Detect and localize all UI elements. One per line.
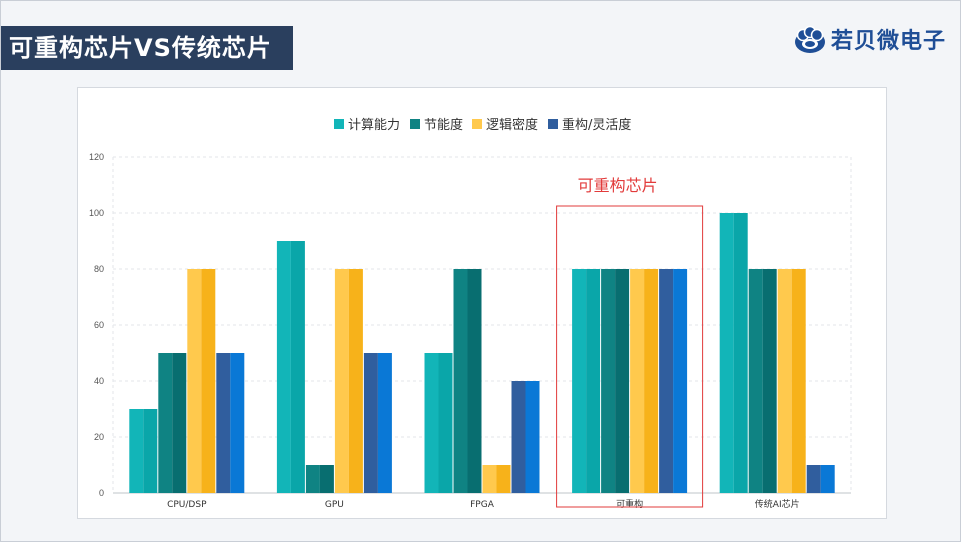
bar-half <box>586 269 601 493</box>
highlight-label: 可重构芯片 <box>578 176 658 195</box>
y-tick-label: 0 <box>99 488 104 498</box>
legend-label: 节能度 <box>424 117 463 133</box>
bar-half <box>230 353 245 493</box>
bar-half <box>496 465 511 493</box>
bar-计算能力-GPU <box>276 241 291 493</box>
y-tick-label: 80 <box>94 264 104 274</box>
bar-half <box>762 269 777 493</box>
bar-half <box>644 269 659 493</box>
legend-swatch <box>472 119 482 129</box>
y-tick-label: 20 <box>94 432 104 442</box>
bar-half <box>733 213 748 493</box>
bar-half <box>467 269 482 493</box>
bar-half <box>791 269 806 493</box>
legend-label: 重构/灵活度 <box>562 117 631 133</box>
legend-swatch <box>548 119 558 129</box>
legend-swatch <box>334 119 344 129</box>
bar-重构/灵活度-FPGA <box>511 381 526 493</box>
bar-half <box>438 353 453 493</box>
y-tick-label: 100 <box>89 208 104 218</box>
bar-重构/灵活度-传统AI芯片 <box>806 465 821 493</box>
bar-half <box>201 269 216 493</box>
bar-half <box>377 353 392 493</box>
bar-重构/灵活度-可重构 <box>659 269 674 493</box>
bar-chart: 0 20 40 60 80 100 120 CPU/DSP GPU FPGA 可重构 传统AI芯片 可重… <box>89 117 852 510</box>
bar-逻辑密度-GPU <box>334 269 349 493</box>
bar-计算能力-可重构 <box>572 269 587 493</box>
y-tick-label: 60 <box>94 320 104 330</box>
highlight-box <box>556 205 704 508</box>
bar-重构/灵活度-CPU/DSP <box>216 353 231 493</box>
bar-half <box>290 241 305 493</box>
bar-节能度-传统AI芯片 <box>748 269 763 493</box>
bar-重构/灵活度-GPU <box>363 353 378 493</box>
bar-half <box>525 381 540 493</box>
bar-计算能力-CPU/DSP <box>129 409 144 493</box>
bar-half <box>673 269 688 493</box>
bar-计算能力-FPGA <box>424 353 439 493</box>
bar-节能度-GPU <box>305 465 320 493</box>
company-logo: 若贝微电子 <box>793 21 953 57</box>
bar-逻辑密度-FPGA <box>482 465 497 493</box>
bar-逻辑密度-CPU/DSP <box>187 269 202 493</box>
y-tick-label: 120 <box>89 152 104 162</box>
x-tick-label: CPU/DSP <box>167 500 207 510</box>
bar-half <box>348 269 363 493</box>
legend-label: 逻辑密度 <box>486 117 538 133</box>
x-tick-label: GPU <box>325 500 344 510</box>
bar-计算能力-传统AI芯片 <box>719 213 734 493</box>
bar-逻辑密度-可重构 <box>630 269 645 493</box>
chart-card: 0 20 40 60 80 100 120 CPU/DSP GPU FPGA 可重构 传统AI芯片 可重… <box>77 87 887 519</box>
flower-logo-icon <box>795 25 825 53</box>
bar-half <box>615 269 630 493</box>
logo-text: 若贝微电子 <box>831 28 947 54</box>
bar-节能度-可重构 <box>601 269 616 493</box>
bar-half <box>319 465 334 493</box>
bar-逻辑密度-传统AI芯片 <box>777 269 792 493</box>
x-tick-label: FPGA <box>470 500 495 510</box>
slide-title: 可重构芯片VS传统芯片 <box>1 26 293 70</box>
bar-节能度-FPGA <box>453 269 468 493</box>
legend-swatch <box>410 119 420 129</box>
x-tick-label: 传统AI芯片 <box>755 498 800 510</box>
bar-节能度-CPU/DSP <box>158 353 173 493</box>
bar-half <box>820 465 835 493</box>
legend-label: 计算能力 <box>348 118 400 133</box>
bar-half <box>172 353 187 493</box>
x-tick-label: 可重构 <box>616 498 643 510</box>
bar-half <box>143 409 158 493</box>
y-tick-label: 40 <box>94 376 104 386</box>
